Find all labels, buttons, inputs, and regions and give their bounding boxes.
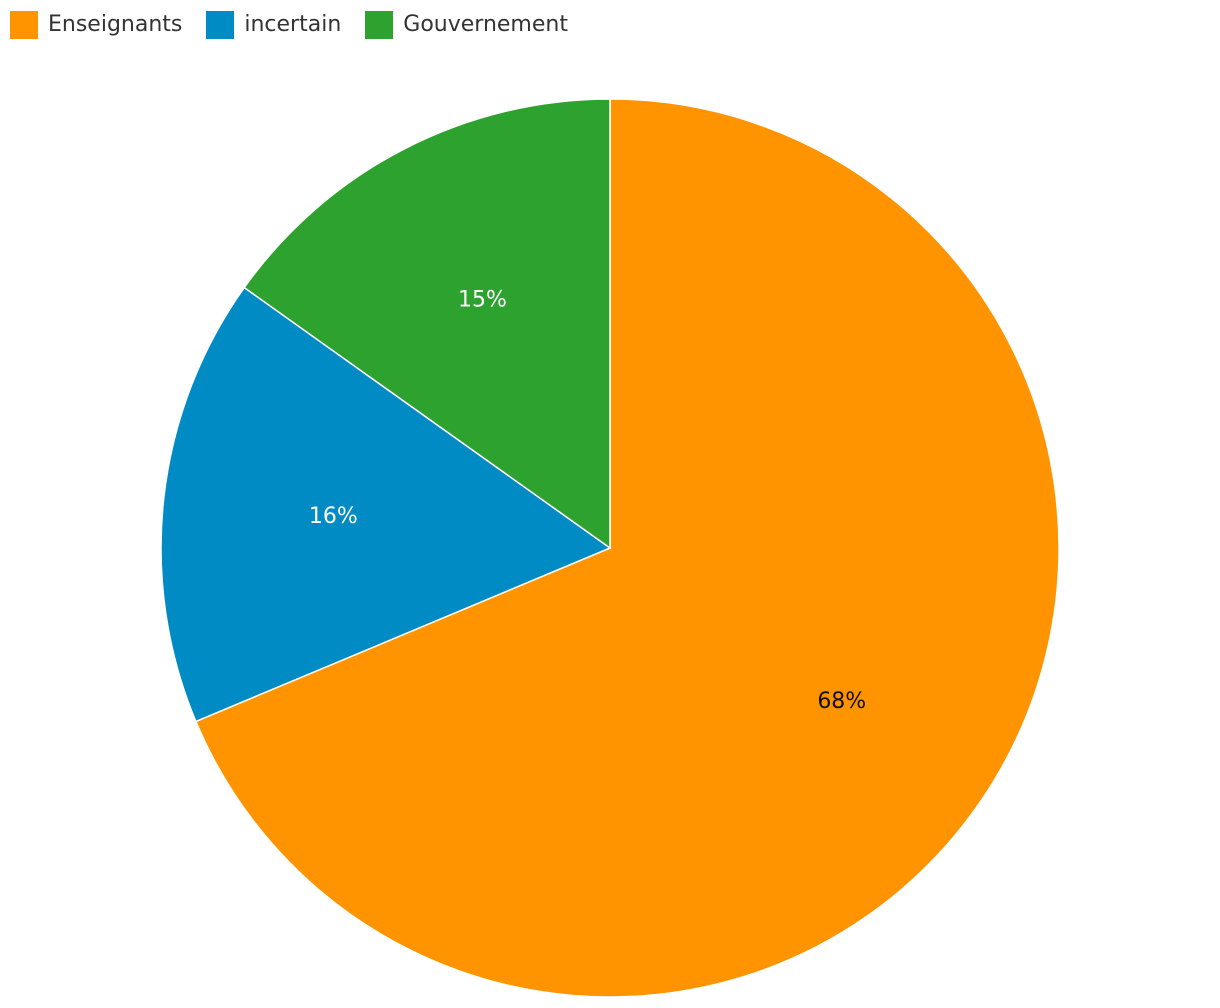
slice-value-label: 15% [458,288,507,313]
legend-label: incertain [244,12,342,37]
pie-slice-gouvernement[interactable] [243,98,611,550]
legend-swatch [10,11,38,39]
pie-slice-incertain[interactable] [160,286,612,723]
legend-item-gouvernement[interactable]: Gouvernement [365,11,568,39]
pie-slice-enseignants[interactable] [194,98,1060,998]
legend-item-incertain[interactable]: incertain [206,11,341,39]
legend-item-enseignants[interactable]: Enseignants [10,11,182,39]
legend-swatch [206,11,235,39]
legend-label: Gouvernement [403,12,568,37]
legend-swatch [365,11,394,39]
slice-value-label: 68% [817,689,866,714]
legend-label: Enseignants [48,12,183,37]
slice-value-label: 16% [309,504,358,529]
chart-legend: Enseignants incertain Gouvernement [10,10,592,40]
